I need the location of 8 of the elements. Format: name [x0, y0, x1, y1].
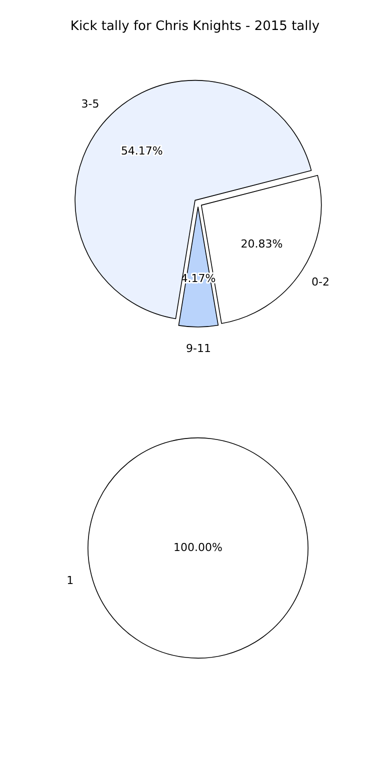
data-label: 54.17% — [120, 144, 163, 158]
data-label: 100.00% — [174, 541, 222, 554]
slice-label: 3-5 — [81, 97, 100, 110]
data-label: 20.83% — [240, 237, 283, 250]
slice-label: 1 — [66, 574, 74, 587]
chart-title: Kick tally for Chris Knights - 2015 tally — [70, 19, 320, 34]
slice-label: 0-2 — [312, 275, 330, 288]
slice-label: 9-11 — [186, 342, 211, 356]
